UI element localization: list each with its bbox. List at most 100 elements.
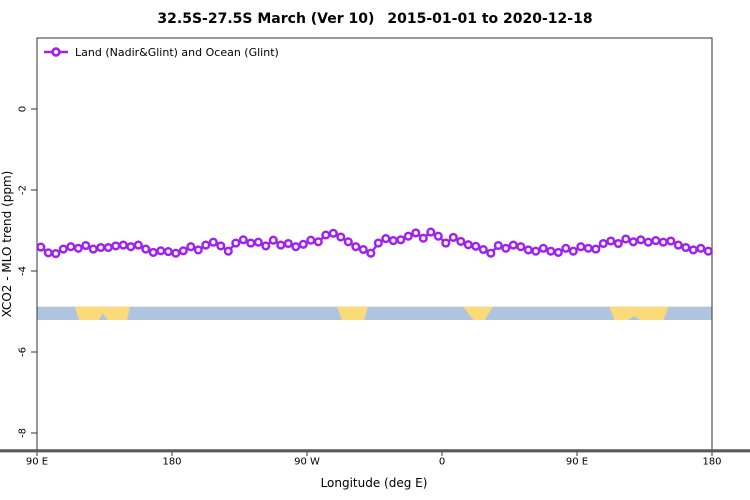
data-point-marker	[538, 243, 548, 253]
data-point-marker	[666, 236, 676, 246]
data-point-marker	[643, 237, 653, 247]
data-point-marker	[133, 240, 143, 250]
data-point-marker	[283, 238, 293, 249]
data-point-marker	[673, 240, 683, 250]
data-point-marker	[261, 241, 271, 251]
data-point-marker	[553, 247, 563, 257]
ocean-band	[37, 306, 712, 321]
x-tick-label: 90 E	[26, 457, 48, 468]
data-point-marker	[418, 233, 428, 243]
x-axis-title: Longitude (deg E)	[321, 476, 428, 490]
data-point-marker	[561, 243, 571, 253]
data-point-marker	[471, 241, 481, 251]
data-point-marker	[478, 244, 488, 255]
chart-title-dates: 2015-01-01 to 2020-12-18	[387, 11, 592, 27]
data-point-marker	[651, 236, 661, 246]
data-point-marker	[463, 240, 473, 250]
data-point-marker	[58, 244, 68, 254]
data-point-marker	[88, 244, 98, 254]
legend-open-circle-icon	[51, 47, 61, 57]
x-axis: 90 E 180 90 W 0 90 E 180	[26, 451, 722, 468]
data-point-marker	[606, 236, 616, 246]
data-point-marker	[658, 237, 668, 247]
data-point-marker	[576, 242, 586, 252]
data-point-marker	[583, 243, 593, 253]
data-point-marker	[51, 249, 61, 259]
data-point-marker	[696, 243, 706, 253]
x-tick-label: 90 E	[566, 457, 588, 468]
data-point-marker	[366, 248, 376, 258]
data-point-marker	[546, 246, 556, 256]
data-point-marker	[298, 239, 308, 249]
data-point-marker	[163, 247, 173, 257]
x-tick-label: 180	[162, 457, 181, 468]
data-point-marker	[493, 240, 503, 251]
data-point-marker	[531, 246, 541, 256]
data-point-marker	[486, 248, 496, 258]
y-axis-title: XCO2 - MLO trend (ppm)	[0, 171, 14, 318]
data-point-marker	[148, 247, 158, 257]
data-point-marker	[613, 238, 623, 249]
data-point-marker	[441, 238, 451, 248]
data-point-marker	[118, 240, 128, 250]
data-point-marker	[96, 242, 106, 253]
data-point-marker	[216, 241, 226, 251]
data-point-marker	[111, 241, 121, 251]
data-point-marker	[268, 235, 278, 245]
data-point-marker	[178, 246, 188, 256]
data-point-marker	[336, 232, 346, 242]
data-point-marker	[141, 244, 151, 254]
data-point-marker	[208, 237, 218, 247]
data-series	[36, 227, 713, 259]
data-point-marker	[328, 228, 338, 238]
data-point-marker	[231, 238, 241, 248]
data-point-marker	[373, 238, 383, 248]
y-tick-label: -6	[18, 347, 29, 357]
x-tick-label: 0	[439, 457, 445, 468]
data-point-marker	[403, 231, 413, 241]
data-point-marker	[358, 244, 368, 255]
data-point-marker	[381, 234, 391, 244]
x-tick-label: 90 W	[294, 457, 320, 468]
data-point-marker	[628, 237, 638, 247]
data-point-marker	[73, 243, 83, 253]
data-point-marker	[276, 240, 286, 250]
y-tick-label: 0	[18, 106, 29, 112]
data-point-marker	[351, 242, 361, 252]
data-point-marker	[246, 238, 256, 248]
data-point-marker	[238, 235, 248, 245]
y-tick-label: -4	[18, 266, 29, 276]
data-point-marker	[81, 240, 91, 251]
data-point-marker	[66, 242, 76, 252]
data-point-marker	[171, 248, 181, 258]
chart-title-range: 32.5S-27.5S March (Ver 10)	[157, 11, 374, 27]
x-tick-label: 180	[702, 457, 721, 468]
data-point-marker	[448, 232, 458, 242]
data-point-marker	[103, 242, 113, 253]
data-point-marker	[43, 248, 53, 258]
data-point-marker	[201, 240, 211, 250]
land-segment-australia	[74, 306, 130, 320]
land-segment-southern-africa	[463, 306, 493, 320]
data-point-marker	[621, 234, 631, 244]
data-point-marker	[388, 236, 398, 246]
data-point-marker	[456, 236, 466, 246]
legend-label: Land (Nadir&Glint) and Ocean (Glint)	[75, 46, 279, 59]
data-point-marker	[306, 235, 316, 245]
y-axis: 0 -2 -4 -6 -8	[18, 106, 37, 438]
land-segment-south-america	[337, 306, 369, 320]
data-point-marker	[156, 246, 166, 256]
data-point-marker	[703, 246, 713, 256]
land-ocean-band	[37, 306, 712, 321]
data-point-marker	[501, 243, 511, 253]
y-tick-label: -8	[18, 428, 29, 438]
data-point-marker	[591, 244, 601, 254]
data-point-marker	[291, 242, 301, 252]
data-point-marker	[126, 242, 136, 252]
data-point-marker	[321, 230, 331, 240]
data-point-marker	[568, 246, 578, 256]
data-point-marker	[411, 228, 421, 238]
legend: Land (Nadir&Glint) and Ocean (Glint)	[44, 46, 279, 59]
